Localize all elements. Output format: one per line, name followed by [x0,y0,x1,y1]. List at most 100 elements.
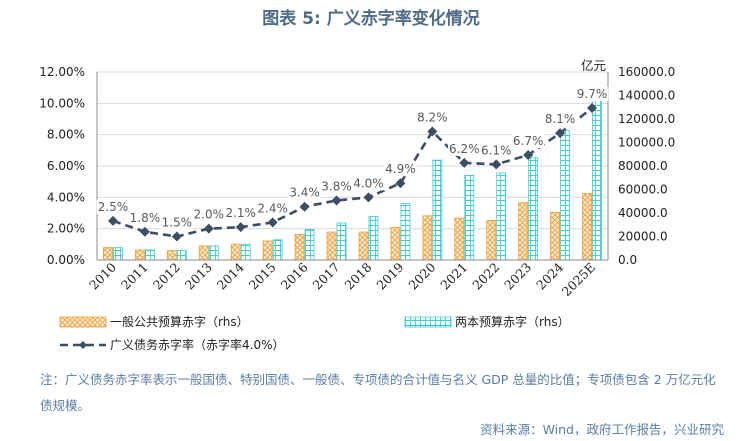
deficit-ratio-marker [523,150,534,161]
x-tick-label: 2021 [437,260,470,293]
bar-two-budget-deficit [432,159,443,261]
bar-general-budget-deficit [390,227,401,261]
x-tick-label: 2022 [469,260,502,293]
data-label-bg [352,176,385,191]
data-label-bg [224,206,257,221]
bar-general-budget-deficit [582,193,592,261]
legend-label-two-budget: 两本预算赤字（rhs） [455,314,570,329]
deficit-ratio-marker [203,223,214,234]
data-label-bg [288,185,321,200]
x-tick-label: 2025E [559,260,599,300]
x-tick-label: 2013 [182,259,215,292]
bar-general-budget-deficit [230,243,241,261]
deficit-ratio-marker [587,103,598,114]
data-label: 6.7% [513,134,544,148]
data-label-bg [96,199,130,214]
bar-two-budget-deficit [145,249,155,261]
bar-two-budget-deficit [560,130,570,261]
x-tick-label: 2014 [214,259,247,292]
bar-two-budget-deficit [592,97,602,261]
legend-swatch-two-budget [404,316,452,328]
deficit-ratio-marker [235,222,246,233]
data-label: 1.8% [130,211,161,225]
deficit-ratio-marker [363,192,374,203]
x-tick-label: 2015 [246,260,279,293]
data-label-bg [575,87,609,102]
data-label: 8.1% [545,112,576,126]
data-label: 8.2% [417,111,448,125]
bar-general-budget-deficit [262,240,273,261]
data-label-bg [192,207,226,222]
legend-label-general: 一般公共预算赤字（rhs） [110,314,249,329]
left-tick-label: 12.00% [39,65,85,79]
x-tick-label: 2016 [278,259,311,292]
x-tick-label: 2023 [501,259,534,292]
bar-two-budget-deficit [464,174,475,261]
data-label: 2.4% [257,201,288,215]
data-label-bg [320,179,353,194]
deficit-ratio-marker [139,226,150,237]
x-tick-label: 2020 [405,259,438,292]
bar-two-budget-deficit [528,157,539,261]
data-label-bg [160,215,194,230]
data-label-bg [511,134,545,149]
legend-marker-line [79,341,87,349]
bar-two-budget-deficit [304,229,315,261]
bar-general-budget-deficit [326,231,337,261]
bar-general-budget-deficit [454,217,465,261]
bar-two-budget-deficit [240,243,251,261]
x-tick-label: 2017 [310,259,343,292]
right-tick-label: 160000.0 [618,65,675,79]
deficit-ratio-marker [555,128,566,139]
data-label: 2.0% [194,208,225,222]
bar-two-budget-deficit [208,245,219,261]
right-tick-label: 140000.0 [618,89,675,103]
bar-general-budget-deficit [166,250,177,261]
deficit-ratio-marker [459,157,470,168]
bar-general-budget-deficit [294,233,305,261]
deficit-ratio-marker [267,217,278,228]
right-tick-label: 80000.0 [618,159,668,173]
data-label: 4.0% [353,176,384,190]
legend-label-line: 广义债务赤字率（赤字率4.0%） [110,337,285,352]
deficit-ratio-line [112,107,593,238]
data-label: 9.7% [577,87,608,101]
left-tick-label: 10.00% [39,96,85,110]
deficit-ratio-marker [171,231,182,242]
bar-two-budget-deficit [176,250,187,261]
deficit-ratio-marker [299,201,310,212]
data-label: 6.2% [449,142,480,156]
footnote: 注：广义债务赤字率表示一般国债、特别国债、一般债、专项债的合计值与名义 GDP … [40,372,716,413]
left-tick-label: 6.00% [47,159,85,173]
data-label: 4.9% [385,162,416,176]
right-tick-label: 40000.0 [618,206,668,220]
data-label-bg [448,141,481,156]
left-tick-label: 0.00% [47,253,85,267]
bar-two-budget-deficit [400,203,411,261]
bar-general-budget-deficit [518,202,529,261]
data-label: 2.5% [98,200,129,214]
data-label-bg [256,201,289,216]
data-label-bg [128,210,162,225]
bar-two-budget-deficit [113,247,123,261]
x-tick-label: 2012 [150,260,183,293]
x-tick-label: 2018 [341,259,374,292]
deficit-ratio-marker [395,178,406,189]
data-label-bg [416,110,449,125]
right-tick-label: 0.0 [618,253,637,267]
source-text: 资料来源：Wind，政府工作报告，兴业研究 [480,422,724,437]
bar-two-budget-deficit [368,216,379,261]
chart-title: 图表 5: 广义赤字率变化情况 [262,9,480,29]
left-tick-label: 8.00% [47,128,85,142]
right-axis-unit: 亿元 [581,58,606,73]
deficit-ratio-marker [427,126,438,137]
data-label: 3.4% [289,186,320,200]
bar-general-budget-deficit [422,215,433,261]
deficit-ratio-marker [331,195,342,206]
data-label: 2.1% [225,206,256,220]
data-label-bg [543,112,577,127]
right-tick-label: 60000.0 [618,183,668,197]
bar-two-budget-deficit [272,239,283,261]
bar-two-budget-deficit [496,172,507,261]
deficit-chart: 0.00% 2.00% 4.00% 6.00% 8.00% 10.00% 12.00% 0.0… [39,58,675,352]
